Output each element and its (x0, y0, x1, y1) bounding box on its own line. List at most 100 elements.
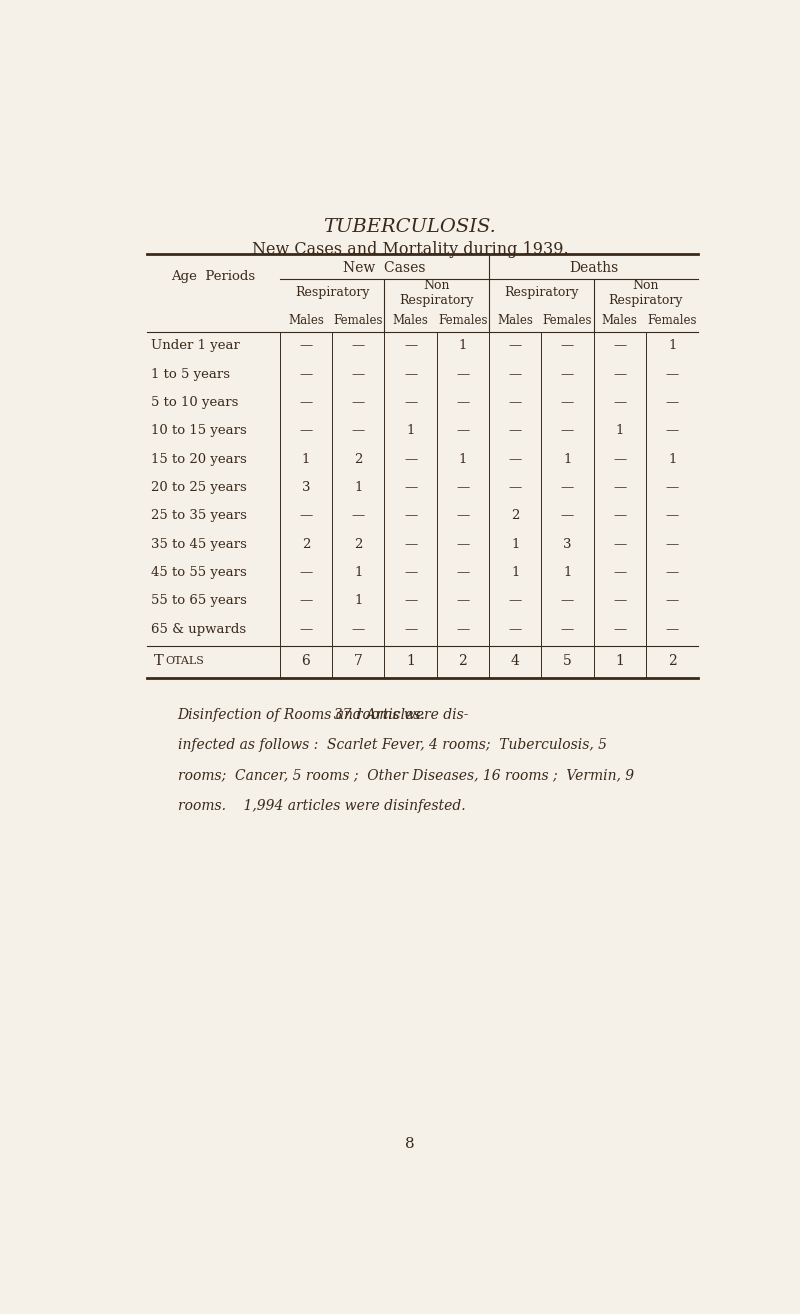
Text: 2: 2 (511, 510, 519, 523)
Text: 2: 2 (458, 653, 467, 668)
Text: —: — (456, 566, 470, 579)
Text: —: — (299, 623, 313, 636)
Text: Age  Periods: Age Periods (171, 271, 255, 283)
Text: —: — (509, 481, 522, 494)
Text: —: — (404, 623, 418, 636)
Text: 1: 1 (302, 453, 310, 465)
Text: —: — (299, 396, 313, 409)
Text: —: — (352, 368, 365, 381)
Text: 65 & upwards: 65 & upwards (151, 623, 246, 636)
Text: OTALS: OTALS (165, 656, 204, 665)
Text: —: — (561, 424, 574, 438)
Text: —: — (456, 510, 470, 523)
Text: —: — (509, 453, 522, 465)
Text: —: — (404, 368, 418, 381)
Text: —: — (456, 424, 470, 438)
Text: 6: 6 (302, 653, 310, 668)
Text: 10 to 15 years: 10 to 15 years (151, 424, 247, 438)
Text: —: — (561, 623, 574, 636)
Text: —: — (561, 368, 574, 381)
Text: —: — (666, 566, 678, 579)
Text: 1: 1 (354, 566, 362, 579)
Text: 15 to 20 years: 15 to 20 years (151, 453, 247, 465)
Text: 3: 3 (302, 481, 310, 494)
Text: 1: 1 (458, 339, 467, 352)
Text: 1: 1 (511, 537, 519, 551)
Text: 45 to 55 years: 45 to 55 years (151, 566, 247, 579)
Text: —: — (666, 537, 678, 551)
Text: 1: 1 (511, 566, 519, 579)
Text: —: — (299, 594, 313, 607)
Text: —: — (299, 566, 313, 579)
Text: —: — (509, 594, 522, 607)
Text: —: — (404, 510, 418, 523)
Text: —: — (666, 424, 678, 438)
Text: 1 to 5 years: 1 to 5 years (151, 368, 230, 381)
Text: 5 to 10 years: 5 to 10 years (151, 396, 239, 409)
Text: 1: 1 (668, 453, 676, 465)
Text: Disinfection of Rooms and Articles.: Disinfection of Rooms and Articles. (178, 708, 426, 723)
Text: —: — (352, 510, 365, 523)
Text: —: — (404, 453, 418, 465)
Text: 3: 3 (563, 537, 572, 551)
Text: —: — (404, 481, 418, 494)
Text: 25 to 35 years: 25 to 35 years (151, 510, 247, 523)
Text: —: — (666, 594, 678, 607)
Text: —: — (614, 510, 626, 523)
Text: 1: 1 (406, 653, 415, 668)
Text: 2: 2 (668, 653, 677, 668)
Text: —: — (614, 594, 626, 607)
Text: —: — (456, 481, 470, 494)
Text: —: — (561, 396, 574, 409)
Text: —: — (666, 623, 678, 636)
Text: Non
Respiratory: Non Respiratory (399, 279, 474, 306)
Text: 8: 8 (405, 1137, 415, 1151)
Text: —: — (456, 623, 470, 636)
Text: —: — (509, 623, 522, 636)
Text: —: — (509, 424, 522, 438)
Text: —: — (352, 623, 365, 636)
Text: —: — (404, 396, 418, 409)
Text: —: — (404, 594, 418, 607)
Text: T: T (154, 653, 164, 668)
Text: 20 to 25 years: 20 to 25 years (151, 481, 247, 494)
Text: 1: 1 (354, 594, 362, 607)
Text: —: — (614, 368, 626, 381)
Text: 1: 1 (458, 453, 467, 465)
Text: —: — (299, 368, 313, 381)
Text: —: — (666, 481, 678, 494)
Text: Males: Males (498, 314, 533, 327)
Text: Males: Males (602, 314, 638, 327)
Text: —: — (456, 396, 470, 409)
Text: Females: Females (334, 314, 383, 327)
Text: —: — (299, 339, 313, 352)
Text: TUBERCULOSIS.: TUBERCULOSIS. (323, 218, 497, 237)
Text: —: — (614, 396, 626, 409)
Text: 1: 1 (563, 453, 572, 465)
Text: 1: 1 (615, 653, 624, 668)
Text: Males: Males (393, 314, 429, 327)
Text: —: — (614, 537, 626, 551)
Text: 1: 1 (668, 339, 676, 352)
Text: —: — (456, 594, 470, 607)
Text: Females: Females (438, 314, 488, 327)
Text: Females: Females (542, 314, 592, 327)
Text: —: — (614, 339, 626, 352)
Text: 2: 2 (354, 453, 362, 465)
Text: —: — (666, 510, 678, 523)
Text: 1: 1 (563, 566, 572, 579)
Text: —: — (561, 510, 574, 523)
Text: —: — (352, 339, 365, 352)
Text: —: — (561, 339, 574, 352)
Text: —: — (561, 594, 574, 607)
Text: rooms.    1,994 articles were disinfested.: rooms. 1,994 articles were disinfested. (178, 799, 465, 813)
Text: —: — (666, 396, 678, 409)
Text: New Cases and Mortality during 1939.: New Cases and Mortality during 1939. (252, 240, 568, 258)
Text: Deaths: Deaths (569, 260, 618, 275)
Text: Under 1 year: Under 1 year (151, 339, 240, 352)
Text: —: — (614, 453, 626, 465)
Text: 1: 1 (616, 424, 624, 438)
Text: 1: 1 (354, 481, 362, 494)
Text: —: — (561, 481, 574, 494)
Text: New  Cases: New Cases (343, 260, 426, 275)
